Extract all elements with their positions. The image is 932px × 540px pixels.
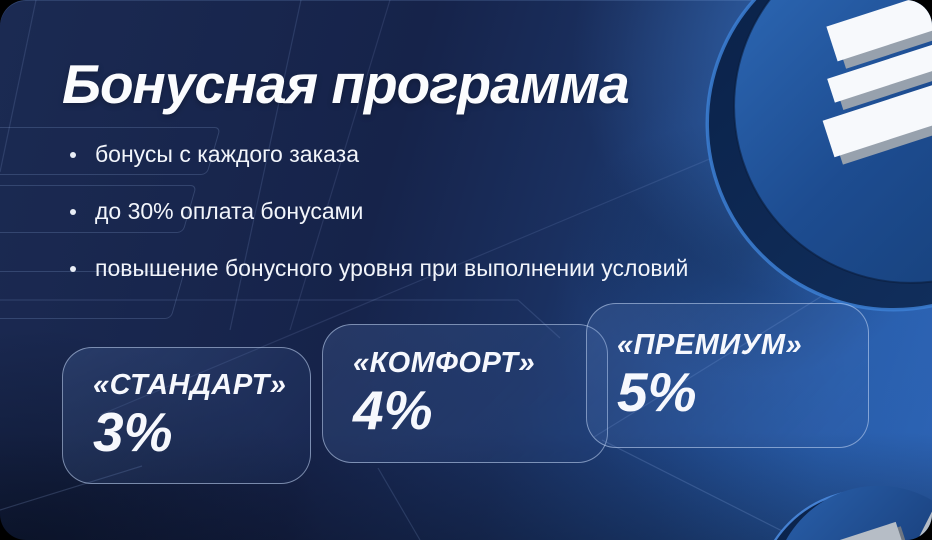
bullet-dot-icon — [70, 151, 76, 158]
tier-card-premium: «ПРЕМИУМ» 5% — [586, 303, 869, 448]
page-title: Бонусная программа — [62, 53, 630, 115]
tier-name: «ПРЕМИУМ» — [617, 329, 803, 362]
tier-card-standard: «СТАНДАРТ» 3% — [62, 347, 311, 484]
tier-name: «КОМФОРТ» — [353, 347, 536, 380]
brand-logo-coin-icon — [705, 0, 932, 312]
bullet-list: бонусы с каждого заказа до 30% оплата бо… — [70, 126, 688, 297]
tier-value: 5% — [617, 361, 697, 424]
brand-coin-small — [760, 480, 932, 540]
bullet-item: бонусы с каждого заказа — [70, 126, 688, 183]
tier-name: «СТАНДАРТ» — [93, 369, 287, 402]
brand-coin-large — [705, 0, 932, 312]
bullet-dot-icon — [70, 208, 76, 215]
bullet-text: бонусы с каждого заказа — [95, 141, 360, 167]
tier-card-comfort: «КОМФОРТ» 4% — [322, 324, 608, 463]
bullet-item: до 30% оплата бонусами — [70, 183, 688, 240]
bullet-dot-icon — [70, 265, 76, 272]
bullet-text: повышение бонусного уровня при выполнени… — [95, 255, 689, 281]
bullet-item: повышение бонусного уровня при выполнени… — [70, 240, 688, 297]
bullet-text: до 30% оплата бонусами — [95, 198, 364, 224]
tier-value: 3% — [93, 401, 173, 464]
brand-logo-coin-icon — [773, 485, 932, 540]
tier-value: 4% — [353, 379, 433, 442]
